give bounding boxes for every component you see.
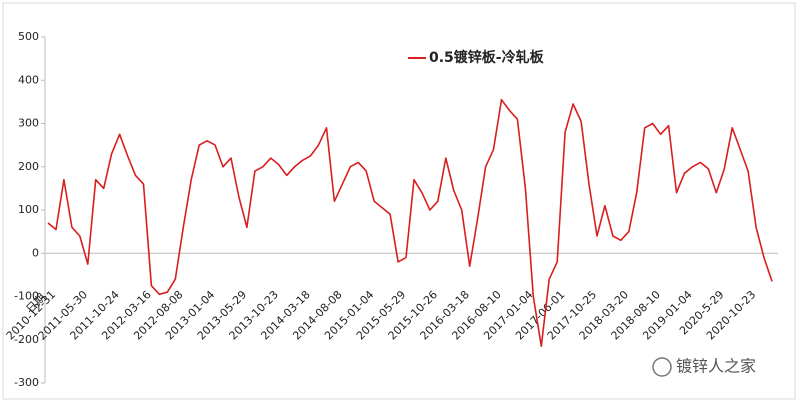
y-tick-label: 100 [18, 203, 39, 216]
y-tick-label: 300 [18, 117, 39, 130]
watermark-icon [652, 357, 672, 377]
legend-label: 0.5镀锌板-冷轧板 [429, 49, 545, 66]
y-tick-label: 0 [32, 246, 39, 259]
y-tick-label: -200 [14, 333, 39, 346]
y-tick-label: -100 [14, 290, 39, 303]
y-tick-label: -300 [14, 376, 39, 389]
chart-frame [2, 2, 796, 400]
y-tick-label: 400 [18, 73, 39, 86]
y-tick-label: 200 [18, 160, 39, 173]
watermark: 镀锌人之家 [676, 357, 756, 376]
data-line [47, 98, 773, 347]
y-tick-label: 500 [18, 30, 39, 43]
